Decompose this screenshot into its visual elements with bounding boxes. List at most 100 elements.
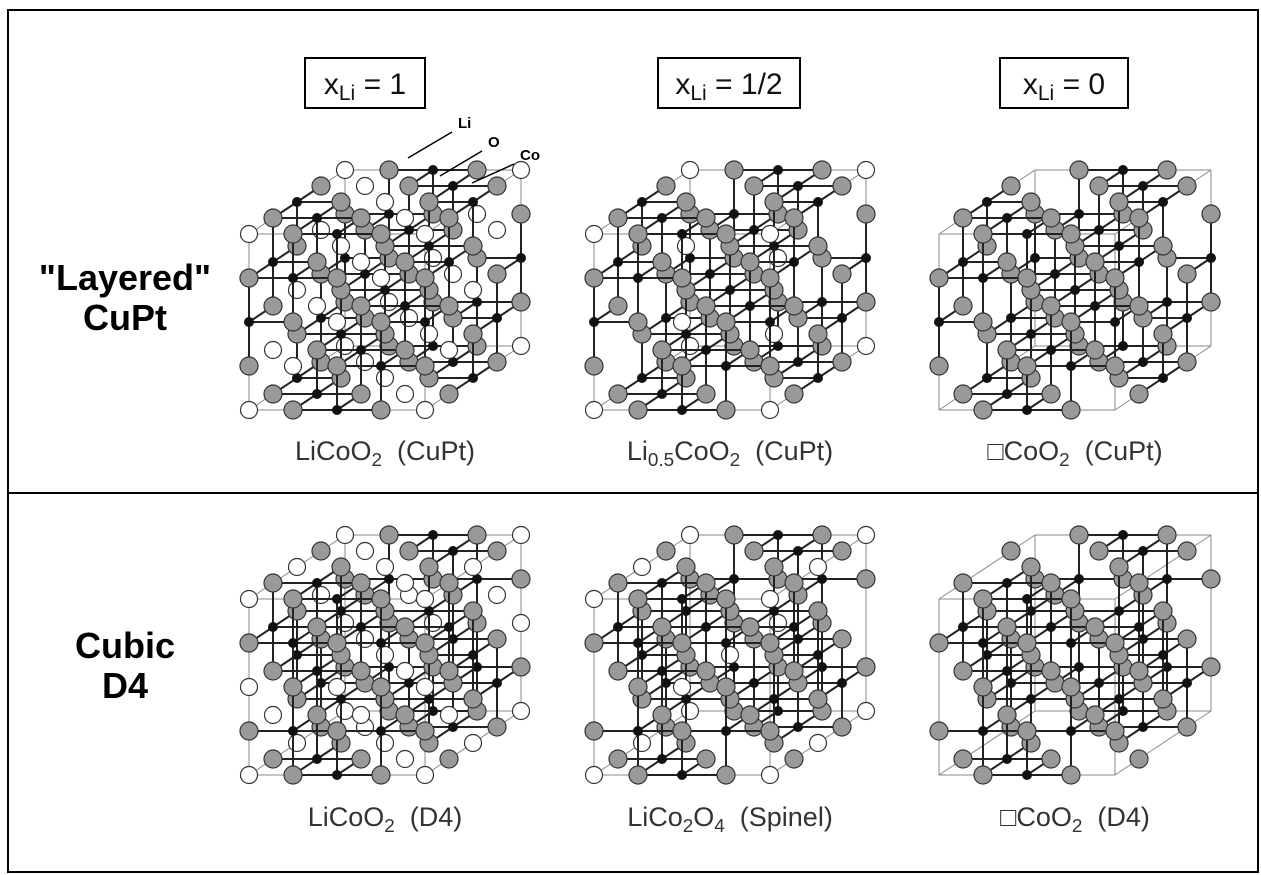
oxygen-atom (653, 253, 671, 271)
oxygen-atom (1106, 357, 1124, 375)
oxygen-atom (585, 357, 603, 375)
cobalt-atom (1066, 726, 1076, 736)
cobalt-atom (705, 269, 715, 279)
cobalt-atom (444, 622, 454, 632)
lithium-atom (353, 707, 370, 724)
oxygen-atom (653, 341, 671, 359)
lithium-atom (858, 338, 875, 355)
cobalt-atom (789, 622, 799, 632)
oxygen-atom (396, 618, 414, 636)
structure-caption: □CoO2 (D4) (1000, 802, 1150, 837)
oxygen-atom (629, 766, 647, 784)
cobalt-atom (793, 546, 803, 556)
oxygen-atom (1130, 297, 1148, 315)
cell-edge (1115, 711, 1211, 775)
cobalt-atom (288, 273, 298, 283)
atom-label: Li (458, 115, 471, 132)
subscript: 2 (1072, 816, 1083, 837)
oxygen-atom (512, 205, 530, 223)
oxygen-atom (1202, 570, 1220, 588)
oxygen-atom (400, 177, 418, 195)
cobalt-atom (958, 622, 968, 632)
oxygen-atom (629, 590, 647, 608)
cobalt-atom (725, 285, 735, 295)
lithium-atom (337, 162, 354, 179)
oxygen-atom (284, 590, 302, 608)
oxygen-atom (765, 193, 783, 211)
cobalt-atom (657, 389, 667, 399)
oxygen-atom (585, 722, 603, 740)
text-segment: x (1023, 68, 1038, 101)
oxygen-atom (609, 297, 627, 315)
lithium-atom (329, 679, 346, 696)
oxygen-atom (1106, 634, 1124, 652)
oxygen-atom (440, 385, 458, 403)
crystal-structure (585, 526, 875, 784)
cobalt-atom (982, 197, 992, 207)
lithium-atom (858, 703, 875, 720)
atom-label: O (488, 134, 500, 151)
oxygen-atom (974, 313, 992, 331)
oxygen-atom (697, 574, 715, 592)
cobalt-atom (1158, 373, 1168, 383)
oxygen-atom (1002, 177, 1020, 195)
row-label: Cubic (75, 625, 175, 666)
crystal-structure (240, 161, 530, 419)
lithium-atom (313, 222, 330, 239)
oxygen-atom (308, 253, 326, 271)
oxygen-atom (697, 385, 715, 403)
oxygen-atom (488, 265, 506, 283)
cobalt-atom (793, 722, 803, 732)
oxygen-atom (653, 706, 671, 724)
oxygen-atom (264, 750, 282, 768)
lithium-atom (858, 527, 875, 544)
text-segment: = 1/2 (707, 68, 783, 101)
cobalt-atom (677, 229, 687, 239)
cobalt-atom (1026, 329, 1036, 339)
lithium-atom (333, 238, 350, 255)
text-segment: O (693, 802, 714, 832)
lithium-atom (241, 679, 258, 696)
oxygen-atom (308, 618, 326, 636)
oxygen-atom (464, 237, 482, 255)
cobalt-atom (633, 726, 643, 736)
oxygen-atom (1042, 750, 1060, 768)
lithium-atom (586, 767, 603, 784)
cobalt-atom (729, 209, 739, 219)
cell-edge (939, 711, 1035, 775)
oxygen-atom (396, 706, 414, 724)
atom-label: Co (520, 147, 540, 164)
cobalt-atom (721, 638, 731, 648)
oxygen-atom (284, 401, 302, 419)
oxygen-atom (372, 225, 390, 243)
oxygen-atom (1090, 177, 1108, 195)
text-segment: = 0 (1054, 68, 1105, 101)
lithium-atom (397, 210, 414, 227)
oxygen-atom (1062, 766, 1080, 784)
oxygen-atom (488, 542, 506, 560)
structure-caption: LiCoO2 (CuPt) (295, 436, 475, 471)
oxygen-atom (332, 558, 350, 576)
cobalt-atom (769, 694, 779, 704)
oxygen-atom (761, 269, 779, 287)
oxygen-atom (954, 209, 972, 227)
oxygen-atom (1086, 618, 1104, 636)
oxygen-atom (697, 297, 715, 315)
cobalt-atom (448, 181, 458, 191)
oxygen-atom (240, 269, 258, 287)
cobalt-atom (978, 638, 988, 648)
oxygen-atom (400, 542, 418, 560)
lithium-atom (469, 206, 486, 223)
cobalt-atom (516, 253, 526, 263)
cobalt-atom (244, 317, 254, 327)
cobalt-atom (813, 197, 823, 207)
cobalt-atom (749, 225, 759, 235)
cobalt-atom (1138, 357, 1148, 367)
oxygen-atom (833, 718, 851, 736)
oxygen-atom (1042, 385, 1060, 403)
oxygen-atom (998, 618, 1016, 636)
oxygen-atom (440, 209, 458, 227)
oxygen-atom (1178, 353, 1196, 371)
cobalt-atom (1138, 181, 1148, 191)
lithium-atom (337, 527, 354, 544)
